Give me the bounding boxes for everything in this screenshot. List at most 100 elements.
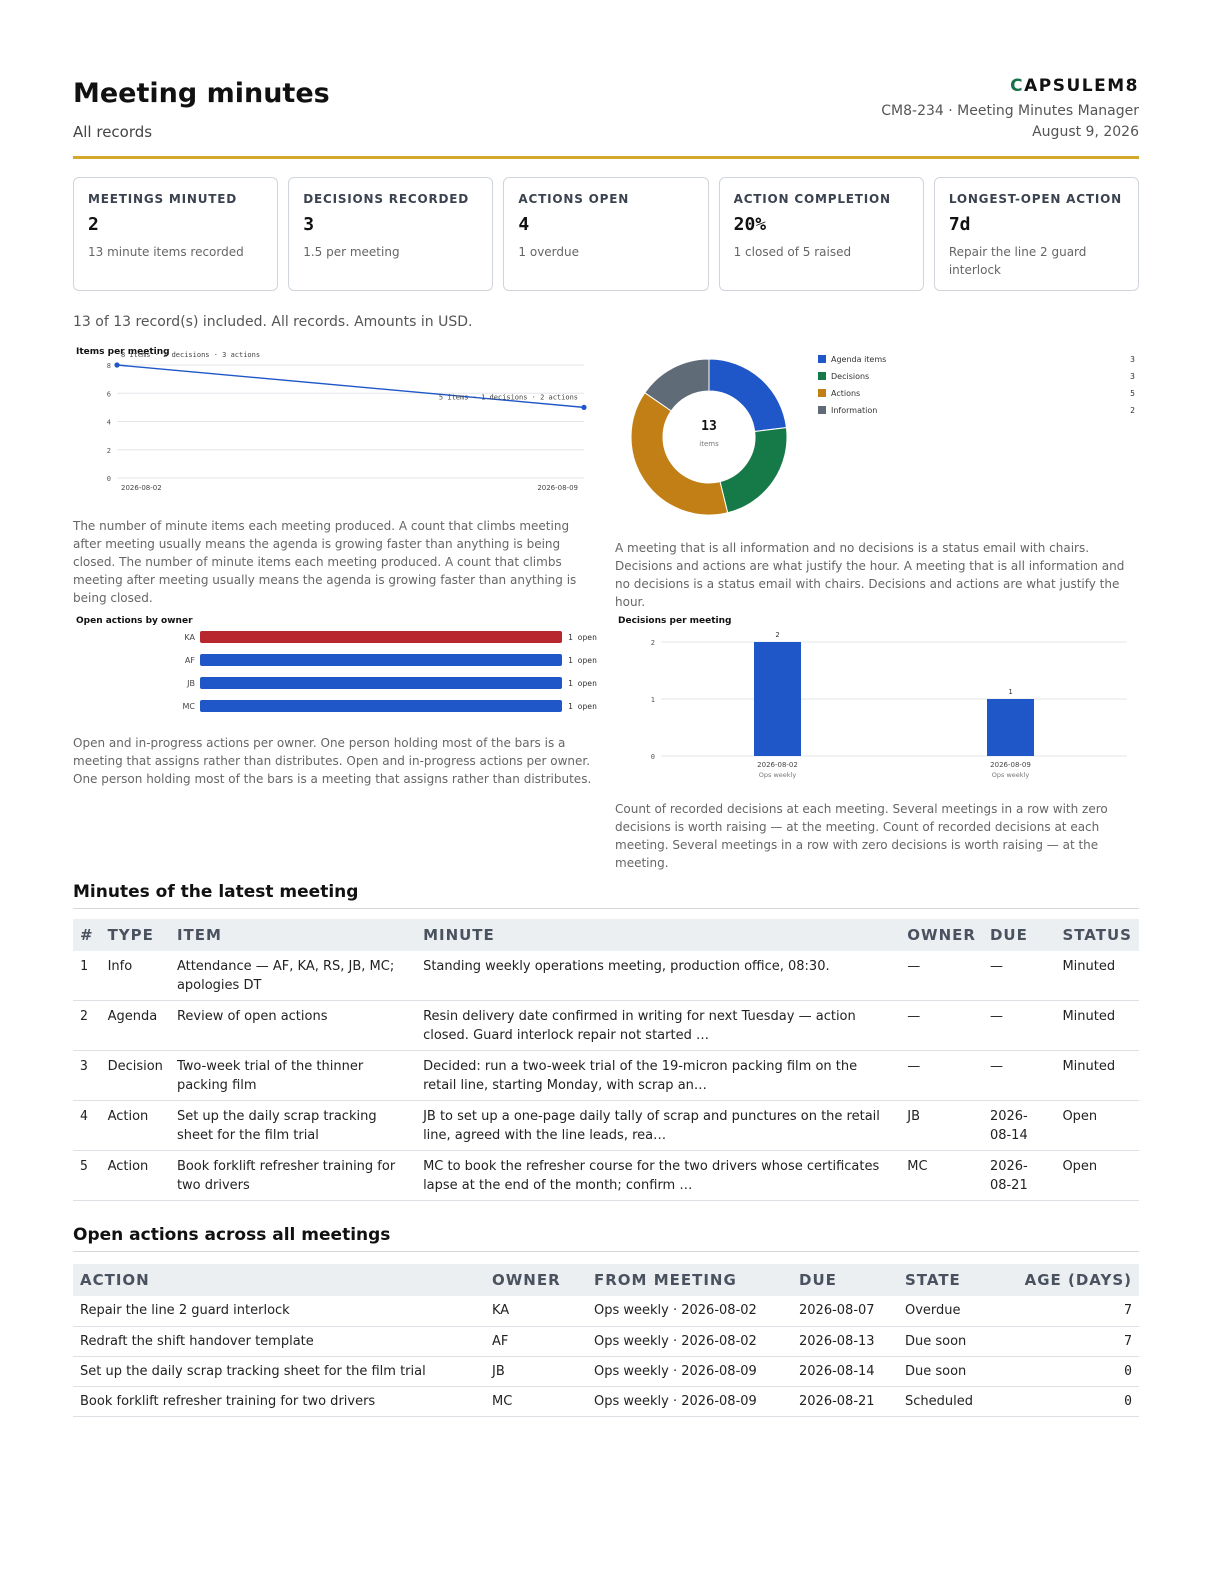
kpi-label: LONGEST-OPEN ACTION xyxy=(948,192,1122,206)
x-tick-sublabel: Ops weekly xyxy=(759,771,797,779)
row-number: 4 xyxy=(73,1100,101,1151)
action-age: 0 xyxy=(1010,1386,1139,1417)
donut-chart-caption: A meeting that is all information and no… xyxy=(615,541,1125,609)
action-owner: AF xyxy=(485,1326,587,1357)
row-minute: MC to book the refresher course for the … xyxy=(416,1150,901,1201)
y-tick-label: 2 xyxy=(651,639,655,647)
action-name: Set up the daily scrap tracking sheet fo… xyxy=(73,1356,485,1387)
row-status: Minuted xyxy=(1055,951,1139,1001)
column-header: OWNER xyxy=(900,919,983,951)
table-row: 5 Action Book forklift refresher trainin… xyxy=(73,1150,1139,1201)
bar-value-label: 1 open xyxy=(568,679,597,688)
row-minute: Resin delivery date confirmed in writing… xyxy=(416,1000,901,1051)
row-item: Book forklift refresher training for two… xyxy=(169,1150,417,1201)
column-header: ACTION xyxy=(73,1264,485,1296)
table-header-row: ACTION OWNER FROM MEETING DUE STATE AGE … xyxy=(73,1264,1139,1296)
chart-title: Items per meeting xyxy=(76,347,170,357)
owner-bar xyxy=(200,654,562,666)
action-meeting: Ops weekly · 2026-08-09 xyxy=(587,1356,792,1387)
column-header: ITEM xyxy=(169,919,417,951)
bar-category-label: MC xyxy=(183,702,196,711)
kpi-value: 20% xyxy=(733,214,767,235)
header-meta: CM8-234 · Meeting Minutes Manager August… xyxy=(881,101,1139,143)
kpi-card-completion: ACTION COMPLETION 20% 1 closed of 5 rais… xyxy=(718,177,924,291)
row-type: Info xyxy=(100,951,170,1001)
latest-minutes-table: # TYPE ITEM MINUTE OWNER DUE STATUS 1 In… xyxy=(73,919,1139,1201)
column-header: OWNER xyxy=(485,1264,587,1296)
x-tick-sublabel: Ops weekly xyxy=(992,771,1030,779)
row-item: Set up the daily scrap tracking sheet fo… xyxy=(169,1100,417,1151)
point-label: 8 items · 2 decisions · 3 actions xyxy=(121,351,260,359)
action-owner: KA xyxy=(485,1296,587,1327)
action-due: 2026-08-13 xyxy=(792,1326,898,1357)
action-age: 7 xyxy=(1010,1326,1139,1357)
action-name: Repair the line 2 guard interlock xyxy=(73,1296,485,1327)
bar-value-label: 2 xyxy=(775,631,779,639)
items-chart-caption: The number of minute items each meeting … xyxy=(73,519,577,605)
legend-value: 3 xyxy=(1130,372,1135,381)
column-header: STATE xyxy=(898,1264,1010,1296)
row-minute: Standing weekly operations meeting, prod… xyxy=(416,951,901,1001)
kpi-value: 4 xyxy=(518,214,530,235)
open-actions-by-owner-chart: Open actions by owner KA 1 open AF 1 open JB 1… xyxy=(73,612,603,722)
row-item: Review of open actions xyxy=(169,1000,417,1051)
row-number: 5 xyxy=(73,1150,101,1201)
decisions-chart-caption: Count of recorded decisions at each meet… xyxy=(615,802,1108,870)
point-label: 5 items · 1 decisions · 2 actions xyxy=(439,393,578,401)
row-number: 2 xyxy=(73,1000,101,1051)
owner-bar xyxy=(200,677,562,689)
row-due: — xyxy=(982,1050,1056,1101)
report-header: Meeting minutes All records CAPSULEM8 CM… xyxy=(73,75,1139,159)
kpi-row: MEETINGS MINUTED 2 13 minute items recor… xyxy=(73,177,1140,291)
action-meeting: Ops weekly · 2026-08-02 xyxy=(587,1326,792,1357)
row-item: Attendance — AF, KA, RS, JB, MC; apologi… xyxy=(169,951,417,1001)
items-per-meeting-svg: Items per meeting 0 2 4 6 8 8 items · 2 decisi… xyxy=(76,347,587,492)
kpi-note: 1 overdue xyxy=(518,245,580,259)
row-type: Action xyxy=(100,1100,170,1151)
series-line xyxy=(116,364,585,409)
kpi-label: ACTION COMPLETION xyxy=(733,192,891,206)
y-tick-label: 0 xyxy=(651,753,655,761)
kpi-value: 3 xyxy=(303,214,315,235)
decision-bar xyxy=(987,699,1034,756)
action-meeting: Ops weekly · 2026-08-09 xyxy=(587,1386,792,1417)
items-per-meeting-chart: Items per meeting 0 2 4 6 8 8 items · 2 decisi… xyxy=(73,343,593,498)
row-due: — xyxy=(982,951,1056,1001)
row-owner: MC xyxy=(900,1150,983,1201)
bar-category-label: JB xyxy=(186,679,195,688)
kpi-note: Repair the line 2 guard interlock xyxy=(948,245,1087,277)
kpi-card-decisions: DECISIONS RECORDED 3 1.5 per meeting xyxy=(288,177,494,291)
latest-minutes-title: Minutes of the latest meeting xyxy=(73,882,1139,909)
table-row: Book forklift refresher training for two… xyxy=(73,1386,1139,1417)
donut-slice xyxy=(630,391,729,516)
bar-category-label: KA xyxy=(184,633,195,642)
legend-label: Actions xyxy=(831,389,860,398)
legend-label: Agenda items xyxy=(831,355,886,364)
column-header: DUE xyxy=(982,919,1056,951)
open-actions-title: Open actions across all meetings xyxy=(73,1225,1139,1252)
bar-value-label: 1 open xyxy=(568,656,597,665)
owner-bar xyxy=(200,700,562,712)
table-row: 2 Agenda Review of open actions Resin de… xyxy=(73,1000,1139,1051)
column-header: FROM MEETING xyxy=(587,1264,792,1296)
doc-reference: CM8-234 · Meeting Minutes Manager xyxy=(881,103,1139,119)
row-status: Minuted xyxy=(1055,1000,1139,1051)
row-status: Open xyxy=(1055,1100,1139,1151)
table-row: Repair the line 2 guard interlock KA Ops… xyxy=(73,1296,1139,1327)
legend-swatch xyxy=(818,389,826,397)
action-state: Overdue xyxy=(898,1296,1010,1327)
column-header: STATUS xyxy=(1055,919,1139,951)
row-type: Decision xyxy=(100,1050,170,1101)
legend-label: Information xyxy=(831,406,877,415)
legend-value: 2 xyxy=(1130,406,1135,415)
row-due: — xyxy=(982,1000,1056,1051)
bar-category-label: AF xyxy=(185,656,195,665)
x-tick-label: 2026-08-09 xyxy=(990,761,1031,769)
report-date: August 9, 2026 xyxy=(1032,124,1139,140)
action-name: Book forklift refresher training for two… xyxy=(73,1386,485,1417)
bar-value-label: 1 open xyxy=(568,702,597,711)
kpi-label: ACTIONS OPEN xyxy=(518,192,630,206)
y-tick-label: 1 xyxy=(651,696,655,704)
y-tick-label: 8 xyxy=(107,362,111,370)
table-row: 3 Decision Two-week trial of the thinner… xyxy=(73,1050,1139,1101)
